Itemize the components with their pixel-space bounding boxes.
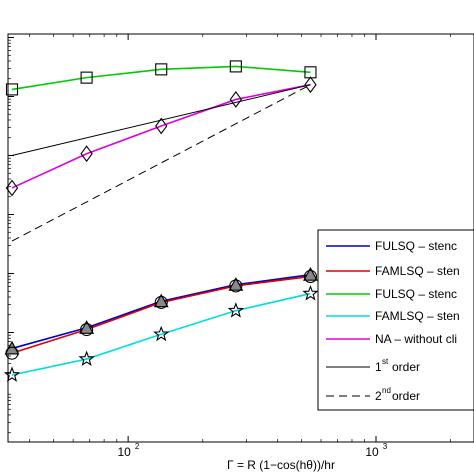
legend-label-5-sup: st: [382, 357, 389, 366]
star-marker: [227, 302, 244, 318]
diamond-marker: [80, 145, 93, 163]
circle-marker: [154, 295, 168, 309]
series-line-4: [11, 83, 311, 189]
legend-label-6: order: [392, 389, 420, 403]
legend-label-3: FAMLSQ – sten: [375, 309, 460, 323]
legend-label-6-sup: nd: [382, 386, 391, 395]
triangle-marker: [79, 320, 95, 334]
reference-line-1st: [11, 84, 311, 156]
triangle-marker: [228, 277, 244, 291]
diamond-marker: [155, 117, 168, 135]
x-tick-label: 10: [365, 445, 379, 459]
legend-label-6-num: 2: [375, 389, 382, 403]
legend-label-5: order: [392, 360, 420, 374]
triangle-marker: [153, 293, 169, 308]
square-marker: [80, 71, 93, 84]
legend-label-1: FAMLSQ – sten: [375, 264, 460, 278]
diamond-marker: [5, 179, 19, 197]
reference-line-2nd: [11, 84, 311, 242]
star-marker: [302, 284, 319, 301]
x-tick-exponent: 3: [383, 442, 388, 451]
diamond-marker: [229, 91, 243, 108]
circle-marker: [229, 279, 243, 293]
x-tick-exponent: 2: [135, 442, 140, 451]
legend-label-0: FULSQ – stenc: [375, 239, 457, 253]
circle-marker: [5, 346, 19, 360]
star-marker: [78, 350, 95, 366]
legend-label-4: NA – without cli: [375, 332, 457, 346]
star-marker: [3, 366, 21, 382]
legend-label-2: FULSQ – stenc: [375, 287, 457, 301]
triangle-marker: [303, 267, 318, 281]
square-marker: [5, 83, 19, 96]
legend: FULSQ – stenc FAMLSQ – sten FULSQ – stenc F…: [317, 229, 474, 411]
circle-marker: [303, 269, 318, 284]
x-tick-label: 10: [117, 445, 131, 459]
series-line-2: [11, 65, 311, 91]
x-axis-label: Γ = R (1−cos(hθ))/hr: [227, 458, 335, 472]
legend-label-5-num: 1: [375, 360, 382, 374]
square-marker: [155, 63, 168, 76]
diamond-marker: [304, 76, 317, 94]
star-marker: [153, 325, 170, 342]
square-marker: [229, 60, 242, 73]
legend-box: [317, 229, 474, 411]
series-line-3: [11, 292, 311, 376]
circle-marker: [80, 322, 94, 337]
x-tick-labels: 10 2 10 3: [117, 442, 387, 459]
